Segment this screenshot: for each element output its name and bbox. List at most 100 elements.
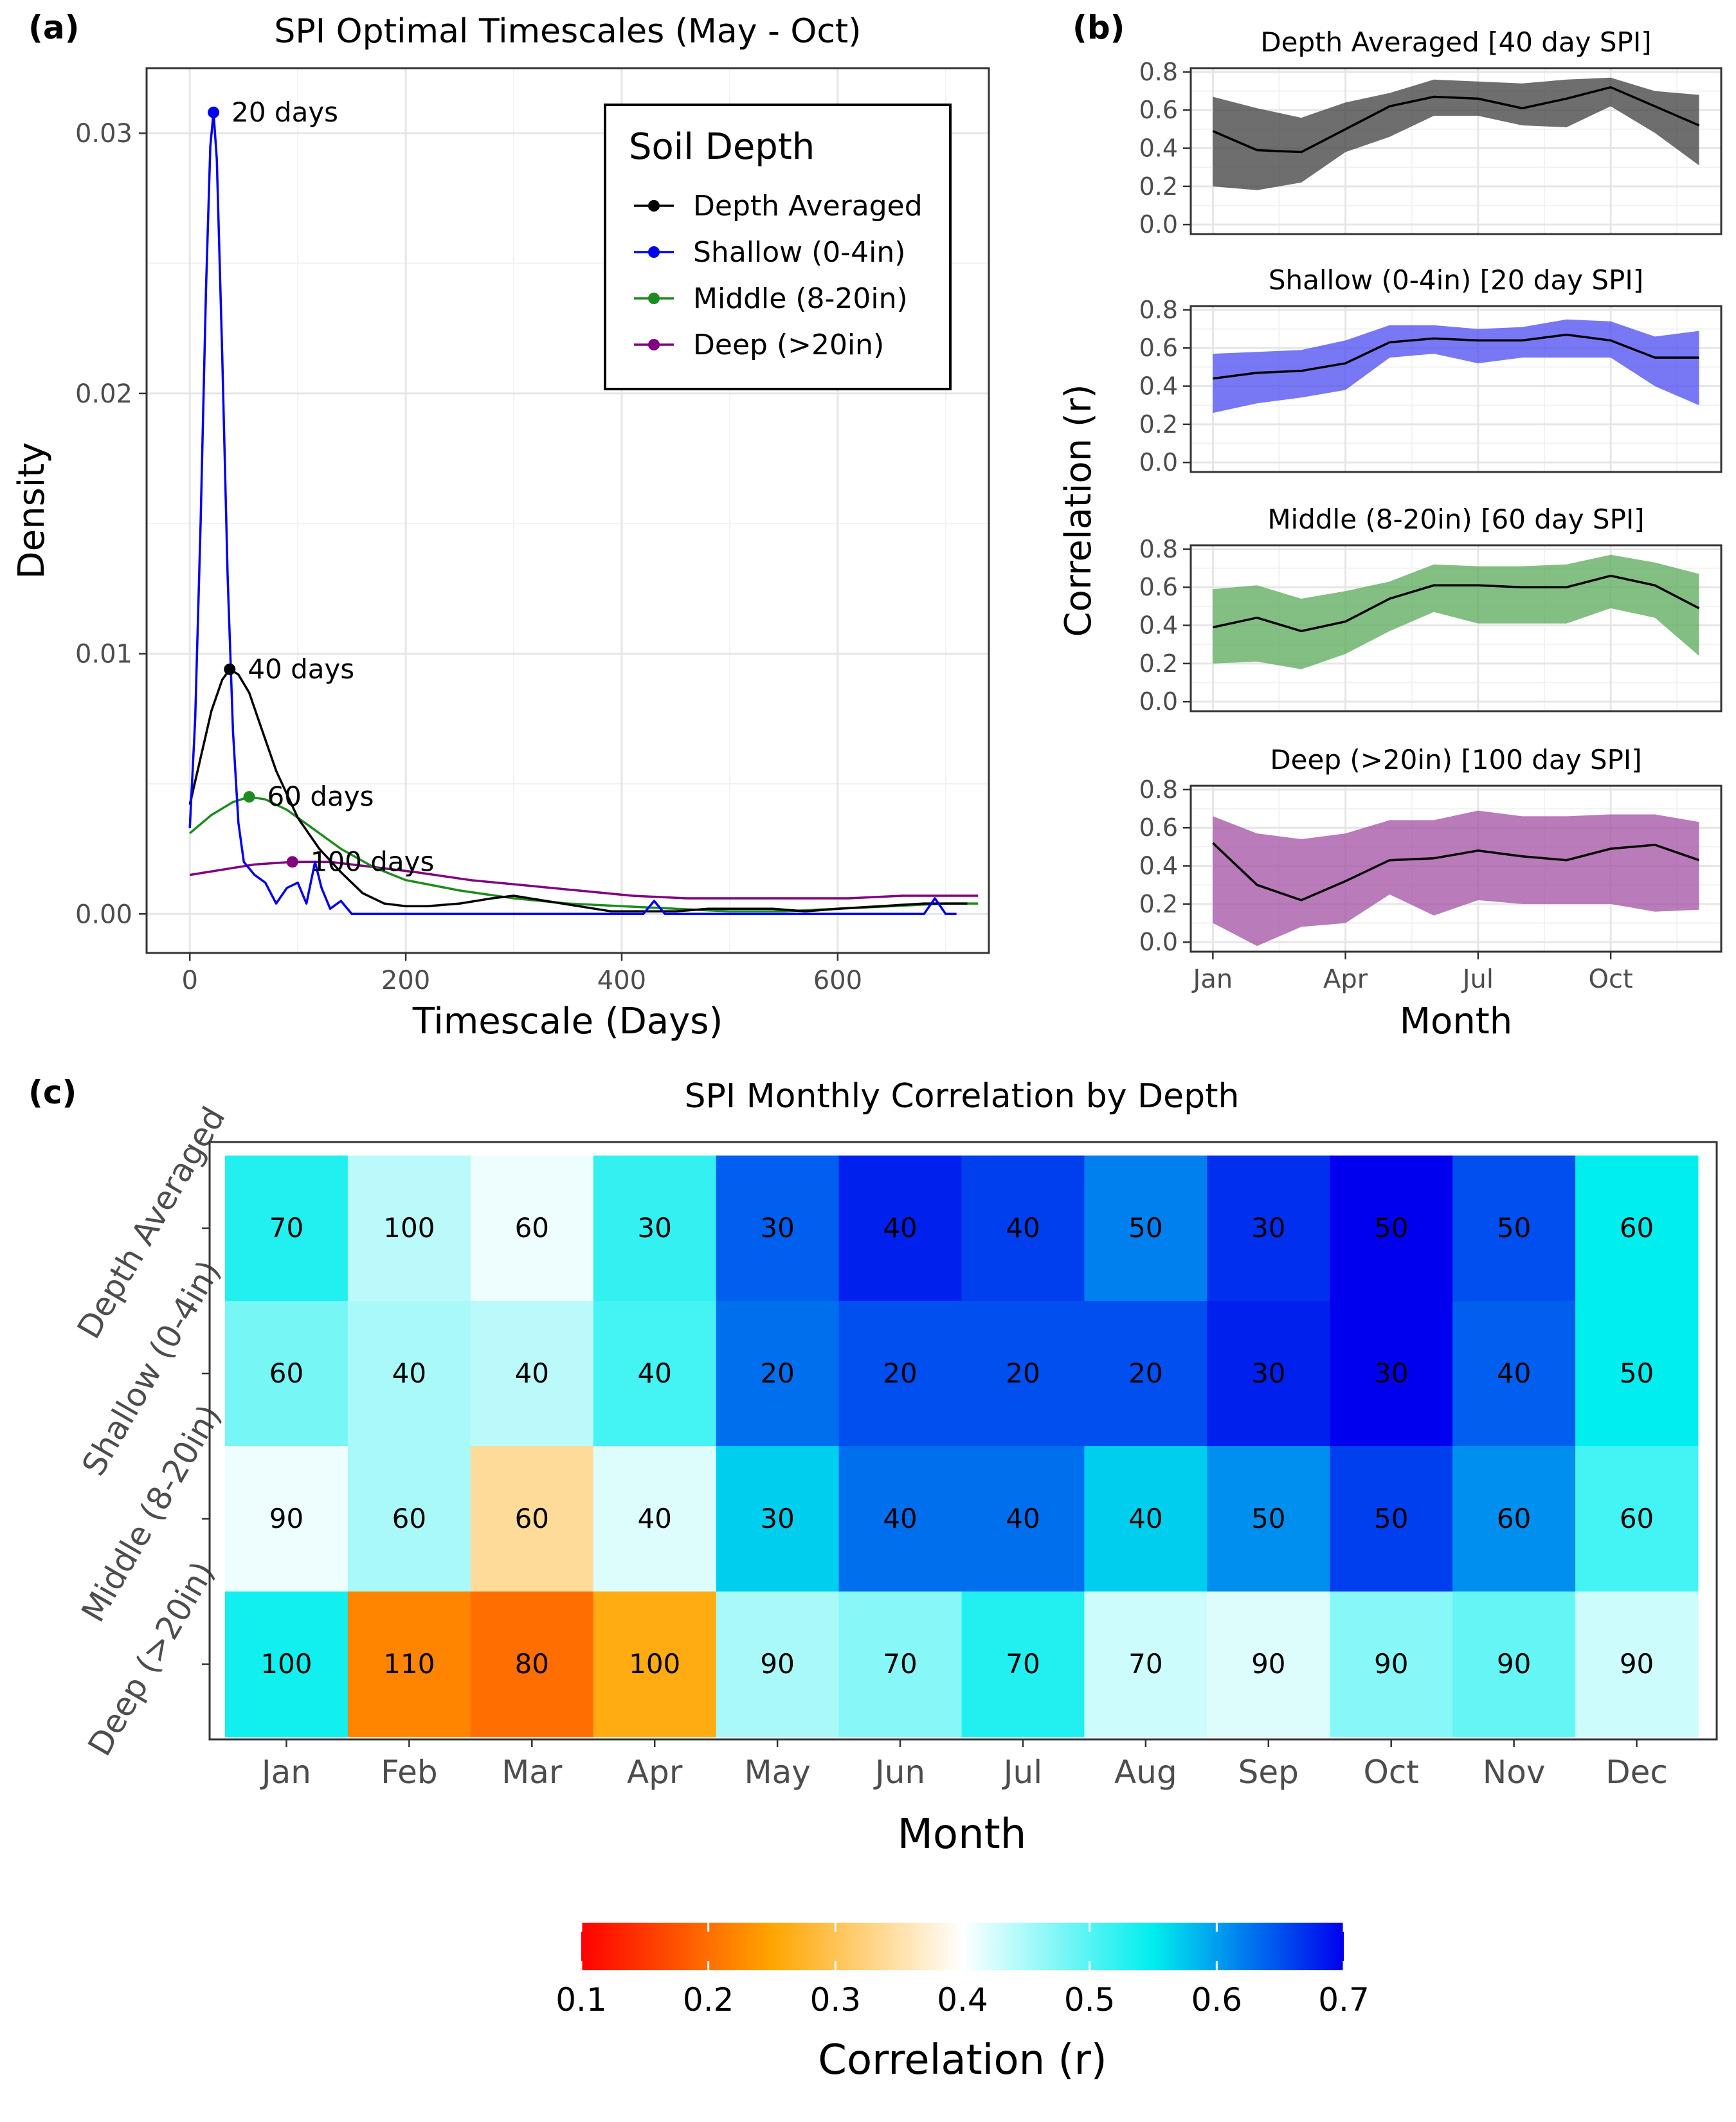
heatmap-cell [716, 1156, 840, 1301]
legend-key-point [648, 246, 660, 258]
cell-label: 50 [1128, 1212, 1162, 1244]
heatmap-cell [593, 1446, 717, 1592]
heatmap-cell [470, 1446, 594, 1592]
heatmap-cell [347, 1301, 471, 1447]
y-tick-label: 0.6 [1139, 813, 1178, 842]
heatmap-cell [1084, 1156, 1207, 1301]
y-axis-label: Correlation (r) [1058, 384, 1099, 637]
cell-label: 20 [760, 1357, 794, 1389]
heatmap-cell [838, 1592, 962, 1737]
x-tick-label: 0 [181, 966, 197, 995]
y-tick-label: 0.00 [75, 900, 132, 929]
ribbon [1213, 319, 1699, 413]
heatmap-cell [1452, 1446, 1576, 1592]
chart-title: SPI Monthly Correlation by Depth [685, 1077, 1240, 1116]
x-tick-label: Jan [260, 1754, 311, 1791]
cell-label: 40 [883, 1503, 917, 1534]
cell-label: 40 [1006, 1212, 1040, 1244]
y-tick-label: 0.8 [1139, 535, 1178, 563]
x-tick-label: 200 [381, 966, 430, 995]
heatmap-cell [961, 1156, 1085, 1301]
x-tick-label: Jun [873, 1754, 925, 1791]
x-tick-label: Feb [381, 1754, 438, 1791]
legend-box [604, 104, 952, 390]
panel-c-tag: (c) [28, 1074, 77, 1111]
x-tick-label: Apr [1323, 965, 1368, 994]
heatmap-cell [593, 1156, 717, 1301]
x-tick-label: Jan [1191, 965, 1233, 994]
x-tick-label: Oct [1589, 965, 1633, 994]
panel-a: (a) 0 200 400 600 0.00 0.01 0.02 0.03 40 days 20 d… [11, 9, 990, 1042]
heatmap-cell [1207, 1301, 1330, 1447]
x-axis-label: Month [898, 1811, 1027, 1858]
cell-label: 60 [515, 1503, 549, 1534]
y-tick-label: 0.03 [75, 119, 132, 149]
heatmap-border [208, 1141, 1718, 1741]
heatmap-cell [470, 1156, 594, 1301]
heatmap-cell [347, 1156, 471, 1301]
colorbar-tick-label: 0.6 [1191, 1981, 1243, 2018]
plot-border [145, 67, 990, 954]
heatmap-cell [1207, 1592, 1330, 1737]
y-tick-label: 0.8 [1139, 296, 1178, 324]
cell-label: 30 [760, 1212, 794, 1244]
series-line-0 [188, 668, 968, 912]
heatmap-cell [961, 1301, 1085, 1447]
cell-label: 20 [1006, 1357, 1040, 1389]
cell-label: 30 [1251, 1212, 1285, 1244]
colorbar-tick-label: 0.2 [683, 1981, 734, 2018]
cell-label: 40 [637, 1357, 671, 1389]
heatmap-cell [1575, 1156, 1699, 1301]
heatmap-cell [1452, 1301, 1576, 1447]
heatmap-cell [347, 1592, 471, 1737]
mean-line [1212, 842, 1700, 902]
heatmap-cell [225, 1446, 348, 1592]
legend: Soil Depth Depth Averaged Shallow (0-4in) M… [604, 104, 952, 390]
row-label: Depth Averaged [70, 1101, 233, 1345]
cell-label: 70 [1006, 1648, 1040, 1680]
x-tick-label: May [744, 1754, 810, 1791]
colorbar-tick-label: 0.7 [1318, 1981, 1370, 2018]
cell-label: 100 [383, 1212, 435, 1244]
cell-label: 40 [637, 1503, 671, 1534]
cell-label: 40 [883, 1212, 917, 1244]
heatmap-cell [1084, 1446, 1207, 1592]
facet-title: Deep (>20in) [100 day SPI] [1270, 744, 1641, 775]
cell-label: 100 [629, 1648, 680, 1680]
peak-label-3: 100 days [311, 846, 435, 877]
cell-label: 30 [637, 1212, 671, 1244]
facet-title: Middle (8-20in) [60 day SPI] [1267, 503, 1644, 535]
cell-label: 60 [1620, 1503, 1654, 1534]
peak-point-0 [224, 663, 236, 675]
peak-point-2 [243, 791, 255, 803]
heatmap-cell [347, 1446, 471, 1592]
heatmap-cell [1575, 1301, 1699, 1447]
series-line-3 [189, 860, 979, 900]
colorbar-tick-label: 0.3 [810, 1981, 862, 2018]
cell-label: 50 [1251, 1503, 1285, 1534]
heatmap-cell [1207, 1446, 1330, 1592]
heatmap-cell [961, 1592, 1085, 1737]
facet-border [1189, 305, 1722, 473]
y-tick-label: 0.8 [1139, 58, 1178, 86]
heatmap-cell [225, 1301, 348, 1447]
cell-label: 90 [1497, 1648, 1531, 1680]
legend-entry: Shallow (0-4in) [693, 236, 905, 269]
y-axis-label: Density [11, 442, 53, 579]
y-tick-label: 0.01 [75, 640, 132, 669]
heatmap-cell [1330, 1301, 1453, 1447]
y-tick-label: 0.4 [1139, 852, 1178, 880]
heatmap-cell [1330, 1592, 1453, 1737]
panel-b: (b) Depth Averaged [40 day SPI] 0.0 0.2 0.4 0… [1058, 9, 1722, 1042]
cell-label: 70 [1128, 1648, 1162, 1680]
colorbar-tick-label: 0.4 [937, 1981, 988, 2018]
peak-label-0: 40 days [248, 653, 354, 685]
y-tick-label: 0.6 [1139, 96, 1178, 124]
heatmap-cell [1452, 1156, 1576, 1301]
x-tick-label: Sep [1238, 1754, 1299, 1791]
legend-entry: Depth Averaged [693, 190, 923, 222]
cell-label: 40 [1128, 1503, 1162, 1534]
ribbon [1213, 77, 1699, 190]
cell-label: 40 [1497, 1357, 1531, 1389]
